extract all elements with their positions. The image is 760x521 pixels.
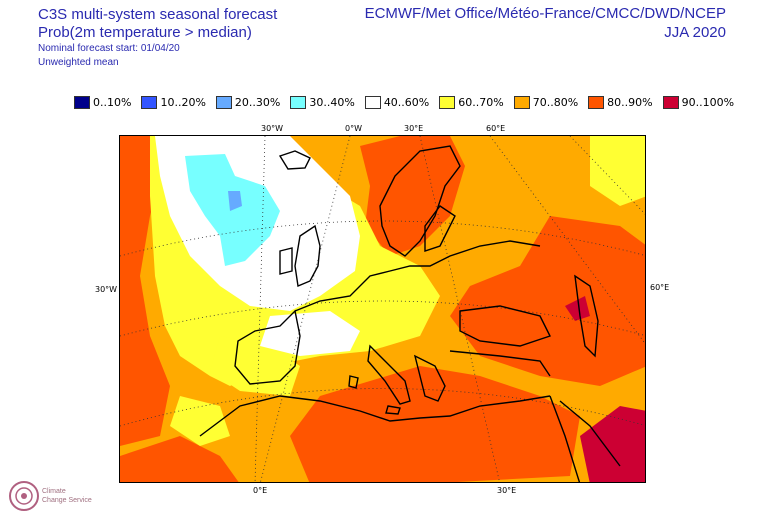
header-left: C3S multi-system seasonal forecast Prob(… [38,6,277,70]
legend-item: 30..40% [290,96,355,109]
header-right: ECMWF/Met Office/Météo-France/CMCC/DWD/N… [365,4,726,42]
map-title: C3S multi-system seasonal forecast [38,6,278,23]
legend-label: 0..10% [93,96,132,109]
probability-90-100 [565,296,590,321]
legend-label: 70..80% [532,96,579,109]
forecast-map [119,135,646,483]
season-label: JJA 2020 [664,24,726,41]
legend-label: 90..100% [681,96,735,109]
legend: 0..10% 10..20% 20..30% 30..40% 40..60% 6… [74,96,744,109]
legend-swatch [141,96,158,109]
legend-label: 10..20% [160,96,206,109]
legend-swatch [588,96,605,109]
probability-60-70 [590,136,645,206]
legend-swatch [364,96,381,109]
legend-item: 40..60% [364,96,430,109]
probability-40-60 [260,311,360,356]
legend-label: 60..70% [458,96,504,109]
probability-20-30 [228,191,242,211]
coastlines [199,145,621,482]
tick-top-30e: 30°E [404,124,424,133]
probability-80-90 [120,436,239,482]
legend-item: 90..100% [662,96,735,109]
legend-label: 20..30% [234,96,281,109]
legend-item: 60..70% [439,96,504,109]
legend-label: 80..90% [607,96,653,109]
legend-swatch [513,96,530,109]
tick-bottom-0e: 0°E [253,486,268,495]
probability-90-100 [580,406,645,482]
tick-top-60e: 60°E [486,124,506,133]
legend-swatch [74,96,90,109]
legend-item: 0..10% [74,96,131,109]
tick-top-30w: 30°W [261,124,284,133]
legend-swatch [290,96,307,109]
legend-label: 30..40% [309,96,355,109]
probability-30-40 [185,154,280,266]
tick-right-60e: 60°E [650,283,670,292]
legend-swatch [215,96,232,109]
tick-top-0w: 0°W [345,124,362,133]
probability-60-70 [170,396,230,446]
legend-item: 10..20% [141,96,206,109]
legend-item: 70..80% [513,96,579,109]
logo-text: Climate Change Service [42,487,92,505]
legend-item: 20..30% [215,96,281,109]
legend-swatch [439,96,456,109]
probability-80-90 [360,136,465,256]
tick-bottom-30e: 30°E [497,486,517,495]
map-canvas [120,136,645,482]
mean-type: Unweighted mean [38,57,119,68]
forecast-start: Nominal forecast start: 01/04/20 [38,43,180,54]
copernicus-logo [9,481,39,511]
probability-80-90 [290,366,580,482]
graticule [120,136,645,482]
tick-left-30w: 30°W [95,285,118,294]
probability-80-90 [120,136,170,446]
legend-item: 80..90% [588,96,653,109]
map-subtitle: Prob(2m temperature > median) [38,24,252,41]
logo-line-2: Change Service [42,497,92,504]
centres-list: ECMWF/Met Office/Météo-France/CMCC/DWD/N… [364,5,726,22]
legend-label: 40..60% [383,96,430,109]
logo-line-1: Climate [42,488,66,495]
legend-swatch [662,96,679,109]
